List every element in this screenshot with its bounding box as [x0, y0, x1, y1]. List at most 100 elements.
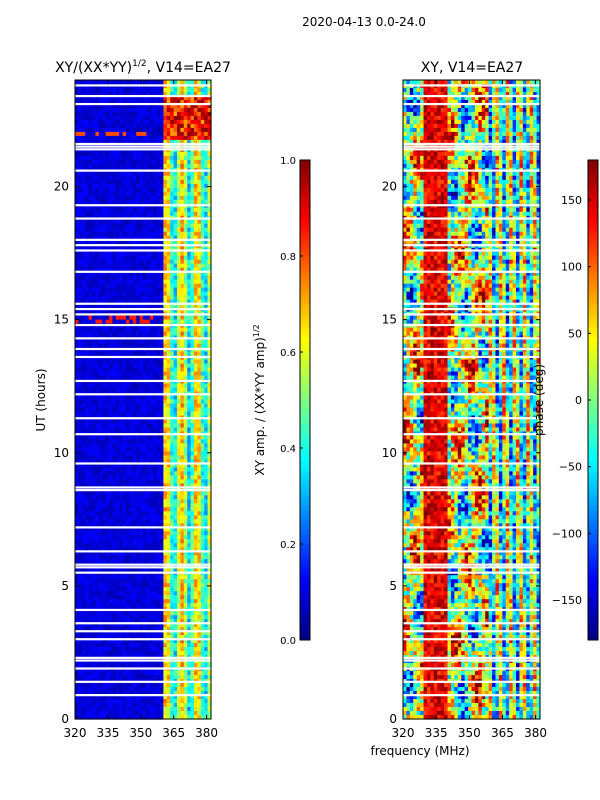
heatmap-cell: [75, 423, 79, 429]
heatmap-cell: [180, 543, 185, 548]
heatmap-cell: [85, 187, 90, 193]
heatmap-cell: [146, 503, 151, 508]
heatmap-cell: [190, 399, 195, 405]
heatmap-cell: [160, 327, 164, 333]
heatmap-cell: [180, 559, 185, 564]
heatmap-cell: [102, 271, 107, 277]
heatmap-cell: [112, 383, 117, 389]
heatmap-cell: [105, 443, 110, 449]
heatmap-cell: [81, 407, 86, 413]
heatmap-cell: [146, 80, 151, 85]
heatmap-cell: [75, 239, 79, 245]
heatmap-cell: [197, 539, 202, 544]
heatmap-cell: [119, 375, 124, 381]
heatmap-cell: [146, 103, 151, 109]
heatmap-cell: [92, 139, 96, 145]
heatmap-cell: [204, 103, 209, 109]
heatmap-cell: [149, 459, 154, 464]
heatmap-cell: [204, 227, 209, 233]
heatmap-cell: [132, 159, 137, 165]
heatmap-cell: [81, 363, 86, 369]
heatmap-cell: [98, 351, 103, 357]
heatmap-cell: [160, 451, 164, 457]
heatmap-cell: [204, 447, 209, 453]
heatmap-cell: [204, 267, 209, 273]
heatmap-cell: [166, 195, 171, 201]
heatmap-cell: [136, 171, 141, 177]
heatmap-cell: [132, 407, 137, 413]
heatmap-cell: [180, 271, 185, 277]
heatmap-cell: [187, 363, 192, 369]
heatmap-cell: [102, 451, 107, 457]
heatmap-cell: [146, 327, 151, 333]
heatmap-cell: [180, 447, 185, 453]
heatmap-cell: [204, 163, 209, 169]
heatmap-cell: [177, 179, 181, 185]
heatmap-cell: [81, 135, 86, 141]
heatmap-cell: [200, 375, 205, 381]
heatmap-cell: [187, 491, 192, 496]
heatmap-cell: [163, 555, 168, 560]
heatmap-cell: [173, 207, 178, 213]
heatmap-cell: [200, 367, 205, 373]
heatmap-cell: [204, 463, 209, 468]
heatmap-cell: [98, 191, 103, 197]
heatmap-cell: [160, 331, 164, 337]
heatmap-cell: [190, 151, 195, 157]
heatmap-cell: [149, 139, 154, 145]
heatmap-cell: [109, 195, 113, 201]
heatmap-cell: [102, 359, 107, 365]
heatmap-cell: [173, 111, 178, 117]
heatmap-cell: [129, 227, 134, 233]
heatmap-cell: [88, 471, 93, 476]
heatmap-cell: [177, 80, 181, 85]
heatmap-cell: [102, 111, 107, 117]
heatmap-cell: [163, 135, 168, 141]
heatmap-cell: [190, 327, 195, 333]
heatmap-cell: [187, 223, 192, 229]
heatmap-cell: [149, 259, 154, 265]
heatmap-cell: [160, 87, 164, 93]
heatmap-cell: [139, 175, 144, 181]
heatmap-cell: [109, 419, 113, 425]
heatmap-cell: [153, 351, 158, 357]
heatmap-cell: [183, 271, 188, 277]
heatmap-cell: [139, 467, 144, 472]
heatmap-cell: [112, 163, 117, 169]
heatmap-cell: [109, 159, 113, 165]
heatmap-cell: [200, 259, 205, 265]
heatmap-cell: [92, 95, 96, 101]
heatmap-cell: [136, 399, 141, 405]
heatmap-cell: [153, 111, 158, 117]
heatmap-cell: [126, 367, 130, 373]
heatmap-cell: [207, 419, 212, 425]
heatmap-cell: [166, 419, 171, 425]
heatmap-cell: [194, 399, 198, 405]
heatmap-cell: [204, 239, 209, 245]
heatmap-cell: [139, 291, 144, 297]
heatmap-cell: [92, 411, 96, 417]
heatmap-cell: [180, 503, 185, 508]
heatmap-cell: [153, 367, 158, 373]
heatmap-cell: [197, 199, 202, 205]
heatmap-cell: [129, 115, 134, 121]
heatmap-cell: [173, 191, 178, 197]
heatmap-cell: [207, 371, 212, 377]
heatmap-cell: [126, 351, 130, 357]
heatmap-cell: [112, 303, 117, 309]
heatmap-cell: [197, 455, 202, 460]
heatmap-cell: [204, 287, 209, 293]
heatmap-cell: [115, 131, 120, 137]
heatmap-cell: [78, 199, 83, 205]
heatmap-cell: [173, 95, 178, 101]
heatmap-cell: [98, 411, 103, 417]
heatmap-cell: [88, 419, 93, 425]
heatmap-cell: [136, 115, 141, 121]
heatmap-cell: [204, 511, 209, 516]
heatmap-cell: [92, 263, 96, 269]
heatmap-cell: [163, 531, 168, 536]
heatmap-cell: [200, 383, 205, 389]
heatmap-cell: [190, 223, 195, 229]
heatmap-cell: [81, 131, 86, 137]
heatmap-cell: [200, 407, 205, 413]
